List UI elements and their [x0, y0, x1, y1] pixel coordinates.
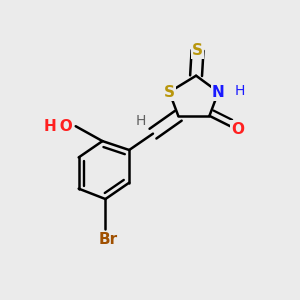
- Text: Br: Br: [99, 232, 118, 247]
- Text: H O: H O: [44, 119, 73, 134]
- Text: S: S: [192, 43, 203, 58]
- Text: H: H: [235, 84, 245, 98]
- Text: S: S: [164, 85, 175, 100]
- Text: N: N: [212, 85, 225, 100]
- Text: O: O: [231, 122, 244, 137]
- Text: H: H: [135, 114, 146, 128]
